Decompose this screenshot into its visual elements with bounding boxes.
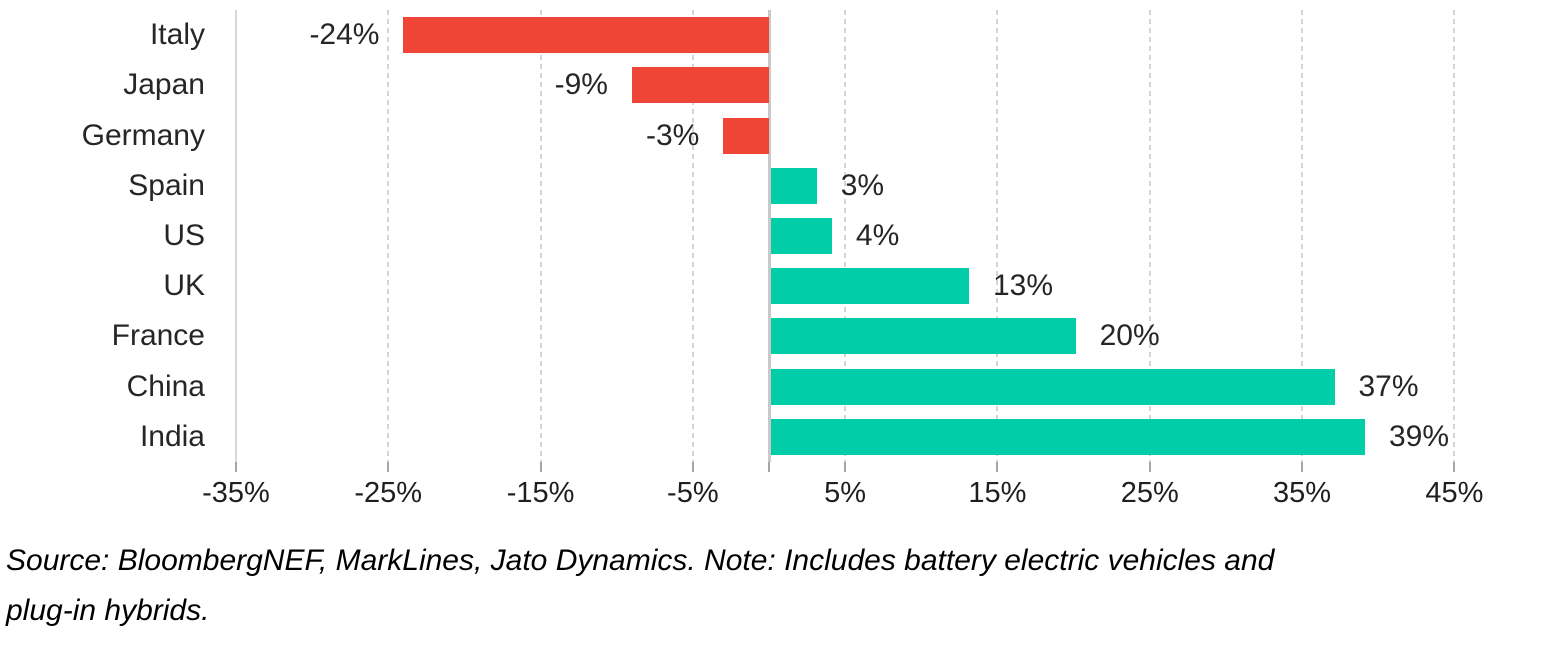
bar-germany (723, 117, 769, 154)
x-tick-label: 15% (968, 477, 1027, 509)
x-tick-mark (996, 462, 999, 472)
x-tick-label: 35% (1273, 477, 1332, 509)
bar-us (771, 218, 832, 254)
category-label-germany: Germany (81, 118, 205, 152)
x-tick-label: 5% (824, 477, 867, 509)
x-tick-label: 25% (1120, 477, 1179, 509)
x-tick-label: -5% (667, 477, 719, 509)
gridline-25pct (1148, 10, 1151, 462)
bar-japan (631, 67, 769, 104)
category-label-china: China (126, 369, 205, 403)
x-tick-mark-zero (768, 462, 770, 472)
x-tick-mark (539, 462, 542, 472)
value-label-us: 4% (855, 219, 900, 252)
x-tick-mark (387, 462, 390, 472)
value-label-italy: -24% (309, 18, 380, 52)
value-label-japan: -9% (554, 68, 608, 102)
gridline-15pct (996, 10, 999, 462)
gridline--5pct (691, 10, 694, 462)
bar-spain (771, 167, 817, 204)
bar-france (771, 318, 1076, 355)
gridline-45pct (1453, 10, 1456, 462)
gridline--35pct (234, 10, 237, 462)
x-tick-mark (1301, 462, 1304, 472)
x-tick-mark (1453, 462, 1456, 472)
value-label-germany: -3% (645, 118, 700, 152)
value-label-china: 37% (1358, 369, 1419, 403)
category-label-india: India (139, 419, 205, 453)
category-label-uk: UK (163, 269, 205, 303)
value-label-uk: 13% (992, 269, 1054, 303)
x-tick-label: -25% (354, 477, 423, 509)
x-tick-mark (234, 462, 237, 472)
source-note-line-2: plug-in hybrids. (6, 594, 210, 627)
x-tick-label: 45% (1425, 477, 1484, 509)
bar-uk (771, 268, 969, 305)
category-label-italy: Italy (149, 18, 205, 52)
gridline-35pct (1301, 10, 1304, 462)
x-tick-mark (1148, 462, 1151, 472)
value-label-france: 20% (1099, 319, 1160, 353)
gridline-5pct (844, 10, 847, 462)
zero-axis-line (768, 10, 771, 462)
category-label-spain: Spain (128, 168, 205, 202)
x-tick-mark (844, 462, 847, 472)
category-label-japan: Japan (123, 68, 205, 102)
bar-china (771, 368, 1335, 405)
bar-india (771, 418, 1365, 455)
category-label-france: France (111, 319, 205, 353)
source-note: Source: BloombergNEF, MarkLines, Jato Dy… (6, 536, 1274, 636)
bar-italy (403, 17, 769, 54)
source-note-line-1: Source: BloombergNEF, MarkLines, Jato Dy… (6, 544, 1275, 577)
x-tick-label: -35% (202, 477, 270, 509)
category-label-us: US (163, 219, 205, 252)
x-tick-label: -15% (506, 477, 575, 509)
gridline--25pct (387, 10, 390, 462)
value-label-spain: 3% (840, 168, 885, 202)
value-label-india: 39% (1388, 419, 1450, 453)
x-tick-mark (691, 462, 694, 472)
gridline--15pct (539, 10, 542, 462)
